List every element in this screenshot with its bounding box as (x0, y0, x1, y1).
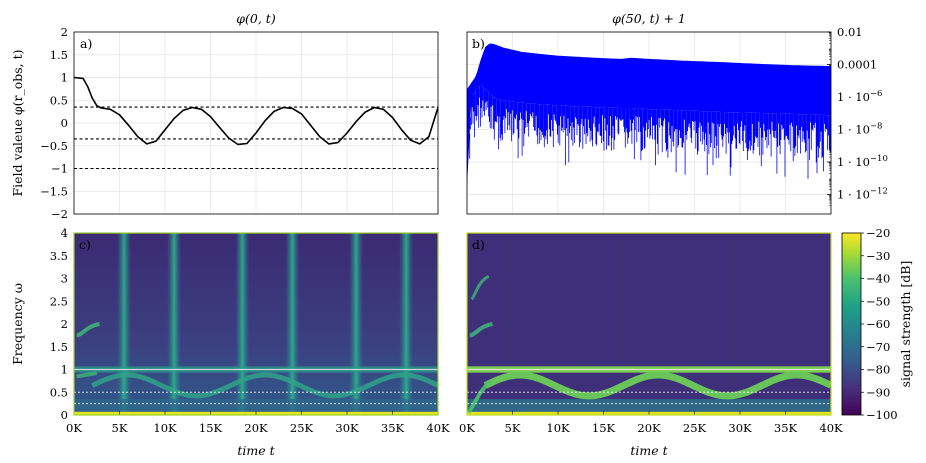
heatmap-background-c (74, 233, 438, 415)
xlabel-d: time t (630, 443, 668, 458)
xtick-d: 10K (546, 421, 570, 435)
ytick-c: 1 (61, 363, 68, 377)
heatmap-harmonic2-d (470, 274, 490, 301)
colorbar (841, 232, 862, 416)
xtick-d: 15K (592, 421, 616, 435)
xtick-c: 25K (290, 421, 314, 435)
ytick-b: 0.01 (837, 25, 863, 39)
colorbar-tick: −20 (866, 226, 890, 240)
colorbar-tick: −100 (866, 408, 898, 422)
heatmap-vertical-band-c (399, 233, 414, 415)
xtick-c: 15K (199, 421, 223, 435)
xtick-c: 40K (426, 421, 450, 435)
frame-d (466, 232, 832, 416)
ytick-b: 1 · 10−12 (837, 187, 888, 202)
xtick-c: 10K (153, 421, 177, 435)
panel-label-c: c) (79, 237, 91, 252)
panel-label-b: b) (472, 36, 485, 51)
heatmap-shade-d (672, 233, 690, 415)
ytick-c: 1.5 (50, 340, 68, 354)
ytick-a: −0.5 (40, 139, 68, 153)
frame-b (466, 31, 832, 215)
colorbar-tick: −50 (866, 294, 890, 308)
ytick-a: 0 (61, 116, 68, 130)
ytick-b: 1 · 10−10 (837, 154, 888, 169)
xtick-d: 5K (505, 421, 521, 435)
colorbar-tick: −70 (866, 340, 890, 354)
ytick-c: 3.5 (50, 249, 68, 263)
ytick-b: 1 · 10−6 (837, 89, 882, 104)
ytick-c: 3 (61, 272, 68, 286)
ytick-c: 4 (61, 226, 68, 240)
heatmap-shade-d (524, 233, 542, 415)
ytick-a: −1.5 (40, 184, 68, 198)
xtick-d: 30K (728, 421, 752, 435)
xtick-c: 35K (381, 421, 405, 435)
ytick-a: 0.5 (50, 93, 68, 107)
colorbar-tick: −30 (866, 249, 890, 263)
xtick-c: 30K (335, 421, 359, 435)
colorbar-tick: −60 (866, 317, 890, 331)
ytick-c: 2 (61, 317, 68, 331)
ylabel-c: Frequency ω (10, 283, 25, 365)
series-line-a (74, 76, 438, 146)
heatmap-shade-d (709, 233, 727, 415)
heatmap-vertical-band-c (235, 233, 250, 415)
xtick-d: 35K (774, 421, 798, 435)
title-b: φ(50, t) + 1 (612, 11, 686, 26)
ytick-b: 1 · 10−8 (837, 122, 882, 137)
xtick-d: 40K (819, 421, 843, 435)
colorbar-tick: −90 (866, 385, 890, 399)
heatmap-vertical-band-c (117, 233, 132, 415)
xtick-d: 25K (683, 421, 707, 435)
ytick-a: 2 (61, 25, 68, 39)
heatmap-shade-d (783, 233, 801, 415)
ytick-a: 1.5 (50, 48, 68, 62)
heatmap-harmonic-c (76, 322, 100, 338)
series-spikes-b (469, 84, 831, 179)
ylabel-a: Field valeue φ(r_obs, t) (10, 49, 25, 196)
ytick-c: 2.5 (50, 294, 68, 308)
colorbar-tick: −40 (866, 272, 890, 286)
heatmap-oscillating-band-c (91, 372, 438, 399)
xlabel-c: time t (237, 443, 275, 458)
xtick-c: 20K (244, 421, 268, 435)
xtick-c: 0K (66, 421, 82, 435)
colorbar-label: signal strength [dB] (898, 261, 913, 388)
heatmap-harmonic-d (469, 322, 493, 338)
ytick-a: −1 (51, 162, 68, 176)
panel-label-d: d) (472, 237, 485, 252)
heatmap-oscillating-band-d (483, 371, 831, 400)
heatmap-vertical-band-c (285, 233, 300, 415)
heatmap-shade-d (820, 233, 831, 415)
xtick-d: 0K (459, 421, 475, 435)
colorbar-tick: −80 (866, 363, 890, 377)
xtick-d: 20K (637, 421, 661, 435)
ytick-c: 0.5 (50, 385, 68, 399)
series-band-b (467, 43, 831, 187)
frame-a (73, 31, 439, 215)
ytick-c: 0 (61, 408, 68, 422)
xtick-c: 5K (112, 421, 128, 435)
ytick-b: 0.0001 (837, 58, 877, 72)
frame-c (73, 232, 439, 416)
title-a: φ(0, t) (236, 11, 276, 26)
ytick-a: 1 (61, 71, 68, 85)
heatmap-start-c (76, 371, 98, 379)
heatmap-shade-d (635, 233, 653, 415)
panel-label-a: a) (80, 36, 92, 51)
ytick-a: −2 (51, 207, 68, 221)
